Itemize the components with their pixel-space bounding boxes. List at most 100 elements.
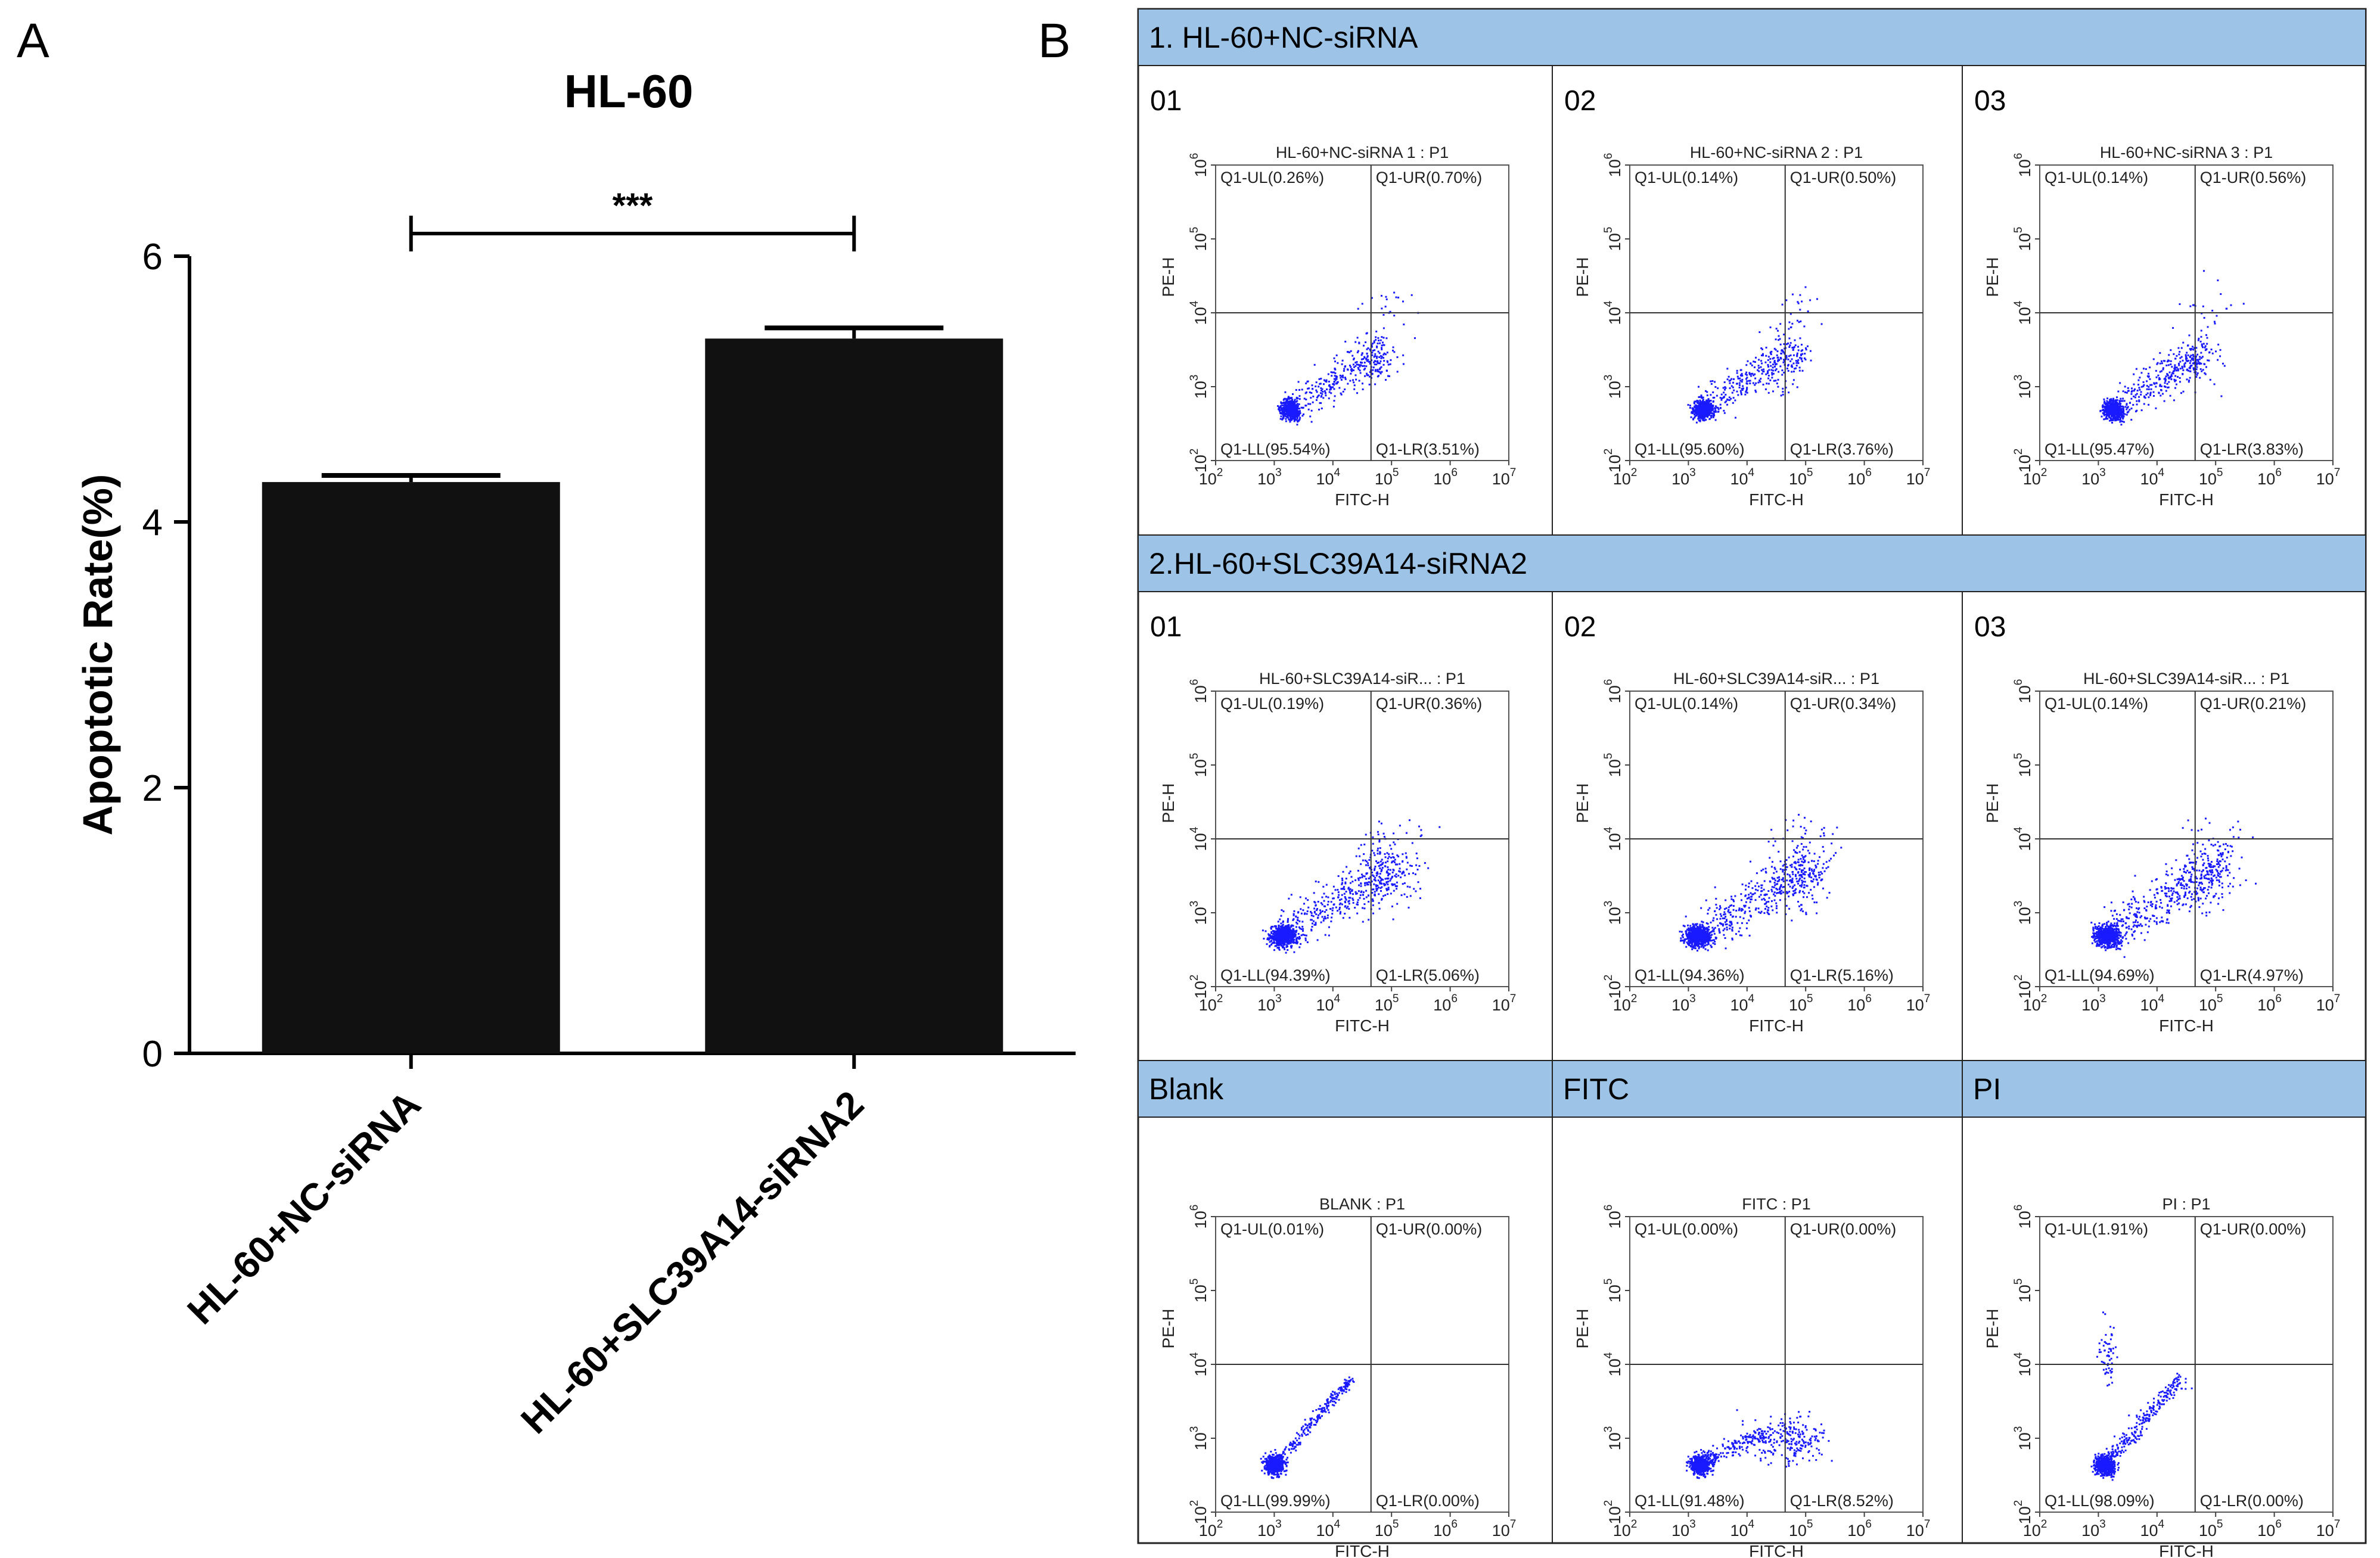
event-dot xyxy=(1276,929,1279,931)
event-dot xyxy=(1778,880,1780,882)
event-dot xyxy=(1385,871,1388,873)
event-dot xyxy=(1384,862,1387,864)
event-dot xyxy=(1271,942,1273,944)
y-axis-label: PE-H xyxy=(1573,257,1592,297)
event-dot xyxy=(1739,390,1742,392)
event-dot xyxy=(1707,414,1709,416)
event-dot xyxy=(1704,937,1707,940)
event-dot xyxy=(1316,391,1318,393)
event-dot xyxy=(1384,865,1387,867)
event-dot xyxy=(1279,418,1282,420)
event-dot xyxy=(1282,943,1285,946)
event-dot xyxy=(1297,397,1299,400)
event-dot xyxy=(1293,413,1295,416)
event-dot xyxy=(2173,368,2176,370)
event-dot xyxy=(2121,400,2123,402)
event-dot xyxy=(1360,885,1362,887)
event-dot xyxy=(1690,945,1692,947)
event-dot xyxy=(1763,888,1765,891)
event-dot xyxy=(2130,393,2133,395)
event-dot xyxy=(1683,941,1685,943)
event-dot xyxy=(1371,372,1374,375)
event-dot xyxy=(1351,354,1354,357)
event-dot xyxy=(2206,343,2208,345)
event-dot xyxy=(2114,416,2117,418)
event-dot xyxy=(1745,901,1747,903)
event-dot xyxy=(1287,921,1289,923)
event-dot xyxy=(1833,854,1835,857)
event-dot xyxy=(2200,352,2202,354)
event-dot xyxy=(1714,926,1716,929)
event-dot xyxy=(1689,407,1691,409)
event-dot xyxy=(1298,398,1301,400)
event-dot xyxy=(1401,872,1403,875)
event-dot xyxy=(1704,929,1706,931)
event-dot xyxy=(1380,822,1382,825)
event-dot xyxy=(1299,416,1301,419)
event-dot xyxy=(1279,405,1282,407)
event-dot xyxy=(1284,940,1286,943)
event-dot xyxy=(1694,400,1697,403)
event-dot xyxy=(1331,909,1334,912)
event-dot xyxy=(1702,404,1705,406)
event-dot xyxy=(1347,906,1349,908)
event-dot xyxy=(2179,351,2181,353)
event-dot xyxy=(1298,926,1300,928)
event-dot xyxy=(1804,353,1806,355)
event-dot xyxy=(1736,390,1738,393)
event-dot xyxy=(2115,407,2117,409)
event-dot xyxy=(1819,856,1821,859)
event-dot xyxy=(1770,888,1773,891)
event-dot xyxy=(1772,878,1774,880)
event-dot xyxy=(1293,409,1295,412)
event-dot xyxy=(1374,363,1376,366)
event-dot xyxy=(1287,402,1289,405)
event-dot xyxy=(1821,872,1823,875)
event-dot xyxy=(2175,366,2177,369)
event-dot xyxy=(1329,388,1332,390)
event-dot xyxy=(1745,388,1748,390)
event-dot xyxy=(1711,409,1713,411)
event-dot xyxy=(1358,380,1360,382)
event-dot xyxy=(1782,869,1784,871)
event-dot xyxy=(1760,347,1763,350)
event-dot xyxy=(1811,870,1813,872)
event-dot xyxy=(2138,400,2140,403)
event-dot xyxy=(1777,329,1779,332)
event-dot xyxy=(1292,919,1294,921)
quadrant-ul-label: Q1-UL(0.14%) xyxy=(1635,169,1738,186)
event-dot xyxy=(1710,936,1712,938)
event-dot xyxy=(1813,860,1815,862)
event-dot xyxy=(1352,363,1354,366)
event-dot xyxy=(2201,370,2203,372)
event-dot xyxy=(1374,894,1376,896)
event-dot xyxy=(2148,385,2150,388)
event-dot xyxy=(1700,907,1702,909)
event-dot xyxy=(1324,380,1326,382)
event-dot xyxy=(1331,386,1333,388)
event-dot xyxy=(1310,397,1312,399)
event-dot xyxy=(1279,938,1281,940)
event-dot xyxy=(1290,932,1292,935)
event-dot xyxy=(1755,391,1757,393)
event-dot xyxy=(1797,346,1800,348)
event-dot xyxy=(2166,360,2168,363)
event-dot xyxy=(1410,865,1413,867)
x-axis-label: FITC-H xyxy=(1335,1016,1390,1035)
event-dot xyxy=(1698,940,1701,942)
event-dot xyxy=(1773,886,1775,888)
event-dot xyxy=(1701,401,1703,403)
event-dot xyxy=(2185,356,2188,359)
event-dot xyxy=(1762,384,1764,386)
event-dot xyxy=(1296,408,1298,411)
event-dot xyxy=(1694,402,1696,405)
event-dot xyxy=(2166,382,2168,385)
event-dot xyxy=(1302,929,1304,932)
event-dot xyxy=(1271,935,1273,937)
x-axis-label: FITC-H xyxy=(2159,490,2214,509)
event-dot xyxy=(1749,901,1751,903)
event-dot xyxy=(1689,942,1691,944)
event-dot xyxy=(1379,881,1381,883)
event-dot xyxy=(1365,341,1367,343)
event-dot xyxy=(1322,390,1324,393)
